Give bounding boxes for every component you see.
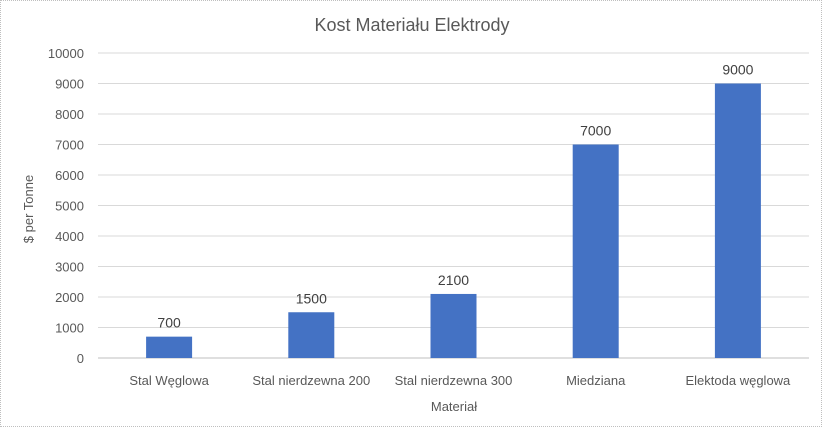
y-tick-label: 5000 <box>55 199 84 214</box>
y-tick-label: 1000 <box>55 321 84 336</box>
bar <box>572 144 619 358</box>
data-label: 1500 <box>296 290 327 306</box>
y-tick-label: 9000 <box>55 77 84 92</box>
y-tick-label: 8000 <box>55 107 84 122</box>
x-tick-label: Stal nierdzewna 300 <box>395 373 513 388</box>
data-labels: 700 1500 2100 7000 9000 <box>157 62 753 331</box>
x-tick-label: Stal nierdzewna 200 <box>252 373 370 388</box>
bar <box>714 83 761 358</box>
y-tick-label: 2000 <box>55 290 84 305</box>
data-label: 700 <box>157 315 181 331</box>
y-tick-label: 3000 <box>55 260 84 275</box>
x-tick-label: Stal Węglowa <box>129 373 209 388</box>
x-tick-label: Elektoda węglowa <box>686 373 792 388</box>
data-label: 2100 <box>438 272 469 288</box>
bar <box>146 336 193 358</box>
y-tick-label: 6000 <box>55 168 84 183</box>
chart-title: Kost Materiału Elektrody <box>314 15 509 35</box>
x-axis-ticks: Stal Węglowa Stal nierdzewna 200 Stal nier… <box>129 373 791 388</box>
y-axis-title: $ per Tonne <box>21 175 36 243</box>
data-label: 9000 <box>722 62 753 78</box>
y-tick-label: 10000 <box>48 46 84 61</box>
gridlines <box>98 52 809 359</box>
x-tick-label: Miedziana <box>566 373 626 388</box>
y-tick-label: 0 <box>77 351 84 366</box>
bar <box>430 293 477 358</box>
y-axis-ticks: 0 1000 2000 3000 4000 5000 6000 7000 8000 9000 100… <box>48 46 84 366</box>
bar <box>288 312 335 358</box>
x-axis-title: Materiał <box>431 399 477 414</box>
y-tick-label: 4000 <box>55 229 84 244</box>
y-tick-label: 7000 <box>55 138 84 153</box>
bars <box>146 83 761 358</box>
data-label: 7000 <box>580 123 611 139</box>
